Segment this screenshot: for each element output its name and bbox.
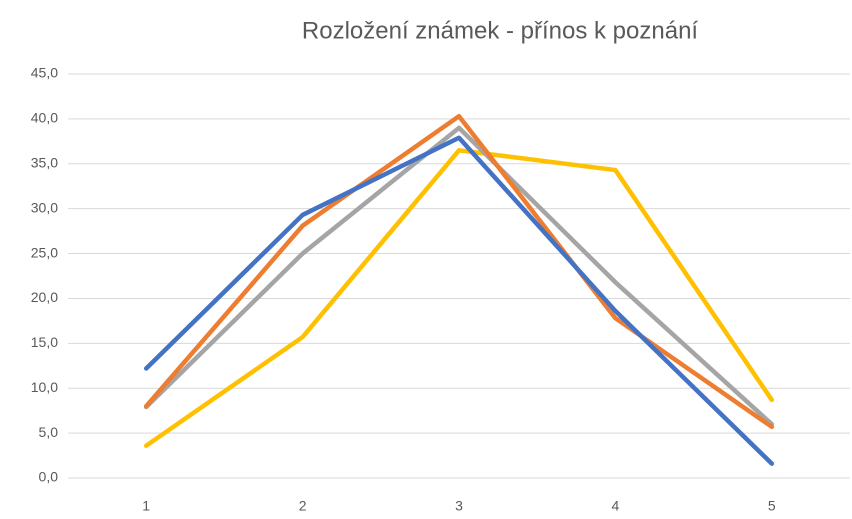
x-tick-label: 1	[142, 498, 150, 514]
series-line	[143, 148, 775, 448]
y-tick-label: 5,0	[39, 424, 59, 440]
x-tick-label: 4	[612, 498, 620, 514]
y-tick-label: 20,0	[31, 289, 58, 305]
x-tick-label: 3	[455, 498, 463, 514]
y-tick-label: 35,0	[31, 154, 58, 170]
y-tick-label: 10,0	[31, 379, 58, 395]
x-tick-label: 5	[768, 498, 776, 514]
y-tick-label: 15,0	[31, 334, 58, 350]
y-tick-label: 0,0	[39, 469, 59, 485]
series-line	[143, 113, 775, 430]
series-line	[143, 125, 775, 427]
y-tick-label: 30,0	[31, 199, 58, 215]
y-tick-label: 25,0	[31, 244, 58, 260]
x-tick-label: 2	[299, 498, 307, 514]
chart-title: Rozložení známek - přínos k poznání	[302, 17, 699, 44]
y-tick-label: 40,0	[31, 110, 58, 126]
series-line	[143, 135, 775, 466]
y-tick-label: 45,0	[31, 65, 58, 81]
